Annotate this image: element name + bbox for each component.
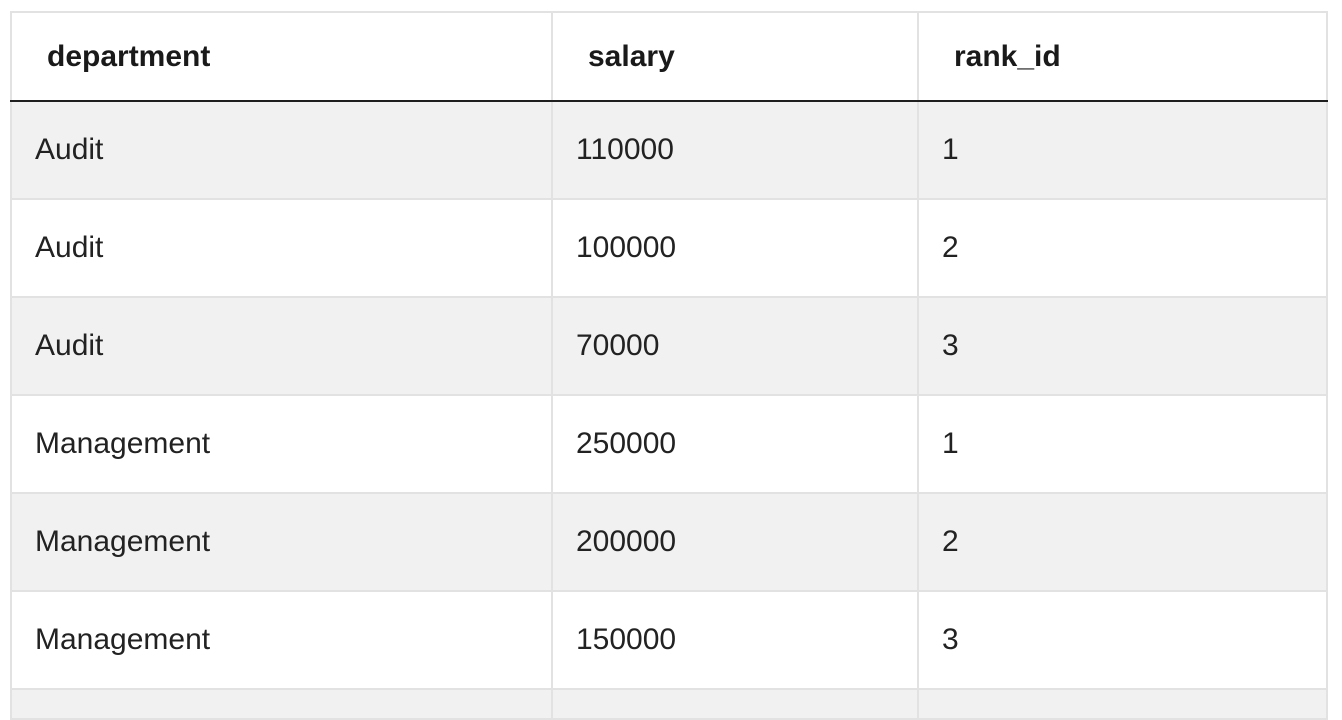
cell-department: Audit	[10, 296, 553, 396]
table-row: Audit 70000 3	[10, 296, 1328, 396]
cell-salary: 150000	[551, 590, 919, 690]
cell-department: Audit	[10, 100, 553, 200]
cell-department: Management	[10, 590, 553, 690]
table-header-row: department salary rank_id	[10, 11, 1328, 102]
cell-department: Management	[10, 394, 553, 494]
cell-salary: 70000	[551, 296, 919, 396]
cell-rank-id: 2	[917, 198, 1328, 298]
cell-salary: 250000	[551, 394, 919, 494]
column-header-rank-id[interactable]: rank_id	[917, 11, 1328, 102]
cell-department: Management	[10, 492, 553, 592]
cell-rank-id: 3	[917, 296, 1328, 396]
cell-empty	[917, 688, 1328, 720]
result-table: department salary rank_id Audit 110000 1…	[10, 11, 1328, 720]
cell-department: Audit	[10, 198, 553, 298]
table-row: Management 200000 2	[10, 492, 1328, 592]
column-header-salary[interactable]: salary	[551, 11, 919, 102]
cell-salary: 110000	[551, 100, 919, 200]
cell-rank-id: 1	[917, 394, 1328, 494]
table-row: Audit 100000 2	[10, 198, 1328, 298]
table-row: Management 250000 1	[10, 394, 1328, 494]
cell-salary: 200000	[551, 492, 919, 592]
column-header-department[interactable]: department	[10, 11, 553, 102]
cell-salary: 100000	[551, 198, 919, 298]
cell-rank-id: 3	[917, 590, 1328, 690]
cell-empty	[10, 688, 553, 720]
result-table-container: department salary rank_id Audit 110000 1…	[10, 11, 1328, 720]
cell-empty	[551, 688, 919, 720]
table-row: Management 150000 3	[10, 590, 1328, 690]
cell-rank-id: 1	[917, 100, 1328, 200]
cell-rank-id: 2	[917, 492, 1328, 592]
table-row: Audit 110000 1	[10, 100, 1328, 200]
table-row-partial	[10, 688, 1328, 720]
